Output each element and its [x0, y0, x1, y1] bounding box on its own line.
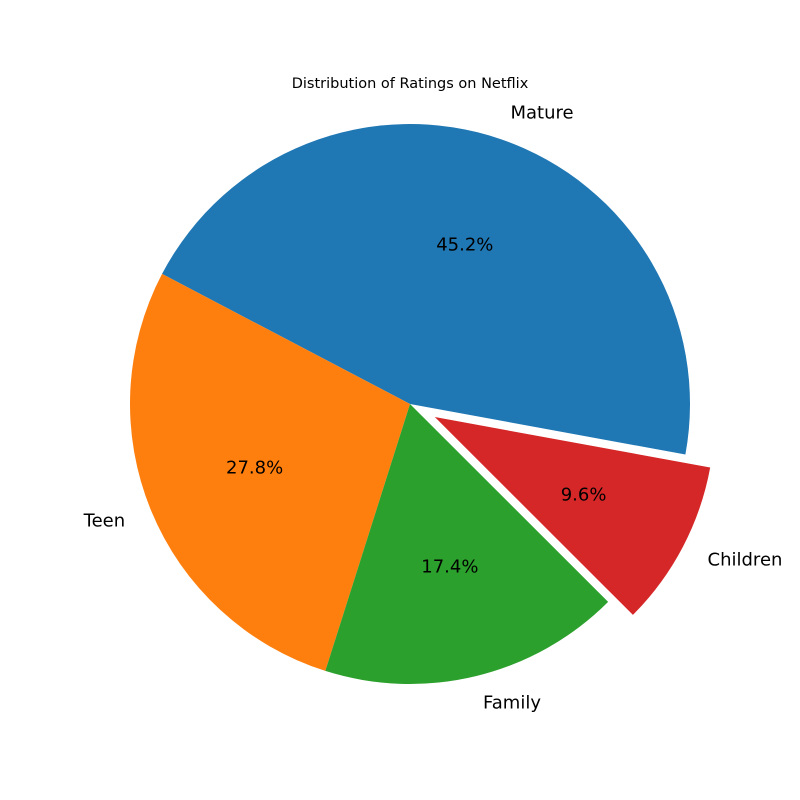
label-teen: Teen	[83, 511, 126, 532]
label-children: Children	[708, 550, 783, 571]
slice-family	[325, 404, 609, 684]
label-family: Family	[483, 693, 541, 714]
slice-mature	[162, 124, 690, 455]
pct-family: 17.4%	[421, 557, 478, 578]
label-mature: Mature	[510, 102, 573, 123]
pct-children: 9.6%	[561, 485, 607, 506]
chart-title: Distribution of Ratings on Netflix	[292, 76, 529, 92]
pct-teen: 27.8%	[226, 457, 283, 478]
slice-teen	[129, 273, 410, 671]
pie-labels: Mature 45.2% Teen 27.8% Family 17.4% Children 9…	[83, 102, 783, 713]
pie-slices	[129, 124, 711, 684]
slice-children	[434, 417, 711, 615]
pct-mature: 45.2%	[436, 235, 493, 256]
